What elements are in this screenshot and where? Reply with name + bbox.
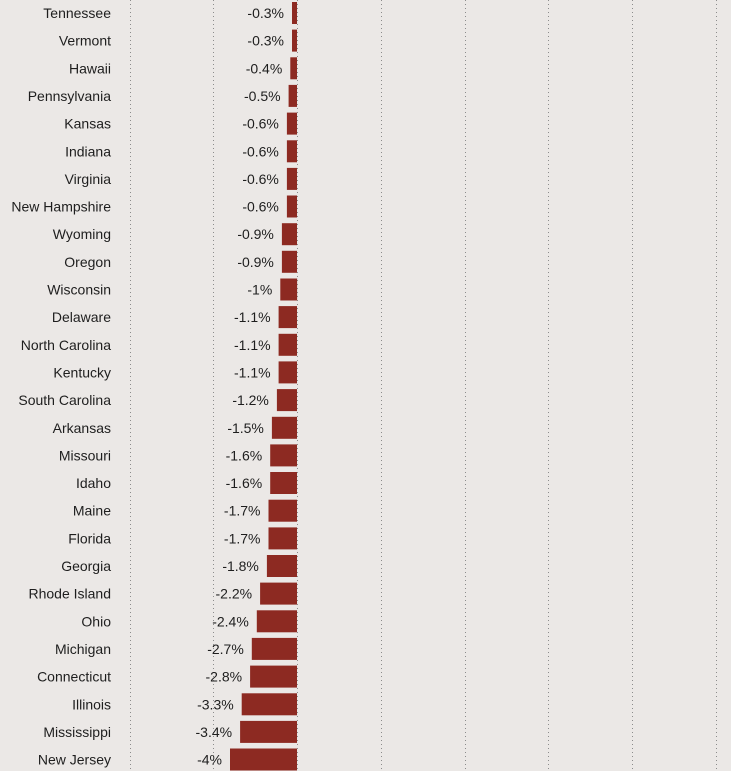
value-label: -2.7% [207, 641, 244, 657]
category-label: Kentucky [53, 364, 111, 380]
value-label: -0.9% [237, 226, 274, 242]
value-label: -0.9% [237, 254, 274, 270]
category-label: Kansas [64, 116, 111, 132]
bar [271, 416, 297, 439]
value-label: -4% [197, 752, 222, 768]
category-label: Maine [73, 503, 111, 519]
bar [270, 444, 297, 467]
value-label: -0.6% [242, 199, 279, 215]
value-label: -0.3% [247, 5, 284, 21]
bar [286, 195, 297, 218]
bar [286, 112, 297, 135]
bar [292, 2, 297, 24]
category-label: Delaware [52, 309, 111, 325]
category-label: Rhode Island [28, 586, 111, 602]
category-label: Virginia [65, 171, 112, 187]
value-label: -1.6% [226, 447, 263, 463]
category-label: Oregon [64, 254, 111, 270]
bar [292, 29, 297, 52]
value-label: -1.1% [234, 337, 271, 353]
value-label: -1% [247, 282, 272, 298]
bar [241, 693, 297, 716]
category-label: Vermont [59, 33, 111, 49]
bar [268, 499, 297, 522]
grid-lines [130, 0, 717, 771]
bar [286, 140, 297, 163]
category-label: Hawaii [69, 60, 111, 76]
value-label: -0.5% [244, 88, 281, 104]
value-label: -1.6% [226, 475, 263, 491]
bar [290, 57, 297, 80]
value-label: -2.4% [212, 613, 249, 629]
bar [260, 582, 297, 605]
category-label: Wyoming [53, 226, 111, 242]
value-label: -0.6% [242, 116, 279, 132]
value-label: -2.8% [206, 669, 243, 685]
value-label: -3.3% [197, 696, 234, 712]
value-label: -0.6% [242, 171, 279, 187]
bar [266, 555, 297, 577]
category-label: Georgia [61, 558, 111, 574]
bar [288, 84, 297, 107]
value-label: -1.8% [222, 558, 259, 574]
category-label: Indiana [65, 143, 111, 159]
bar [230, 748, 297, 771]
value-label: -3.4% [196, 724, 233, 740]
bars [230, 2, 298, 771]
bar [278, 361, 297, 384]
value-label: -1.7% [224, 530, 261, 546]
bar [280, 278, 298, 301]
category-label: Arkansas [53, 420, 111, 436]
category-label: South Carolina [18, 392, 111, 408]
bar [256, 610, 297, 633]
value-label: -1.5% [227, 420, 264, 436]
category-label: North Carolina [21, 337, 111, 353]
bar [270, 472, 297, 494]
bar [281, 223, 297, 246]
category-label: Pennsylvania [28, 88, 111, 104]
bar [240, 720, 297, 743]
bar [251, 637, 297, 660]
category-label: Illinois [72, 696, 111, 712]
category-label: Missouri [59, 447, 111, 463]
value-label: -2.2% [216, 586, 253, 602]
bar [250, 665, 297, 688]
value-label: -0.4% [246, 60, 283, 76]
bar [281, 250, 297, 273]
bar [286, 167, 297, 190]
value-label: -1.7% [224, 503, 261, 519]
bar [278, 333, 297, 356]
category-label: Wisconsin [47, 282, 111, 298]
value-label: -0.3% [247, 33, 284, 49]
category-label: New Hampshire [11, 199, 111, 215]
bar [268, 527, 297, 550]
value-label: -1.1% [234, 364, 271, 380]
category-label: Mississippi [43, 724, 111, 740]
labels: Tennessee -0.3% Vermont -0.3% Hawaii -0.4% Pen… [11, 5, 284, 768]
category-label: Ohio [81, 613, 111, 629]
category-label: Connecticut [37, 669, 111, 685]
bar [278, 306, 297, 329]
category-label: Michigan [55, 641, 111, 657]
category-label: Idaho [76, 475, 111, 491]
bar [276, 389, 297, 412]
value-label: -0.6% [242, 143, 279, 159]
category-label: Florida [68, 530, 111, 546]
category-label: New Jersey [38, 752, 111, 768]
value-label: -1.2% [232, 392, 269, 408]
category-label: Tennessee [43, 5, 111, 21]
value-label: -1.1% [234, 309, 271, 325]
